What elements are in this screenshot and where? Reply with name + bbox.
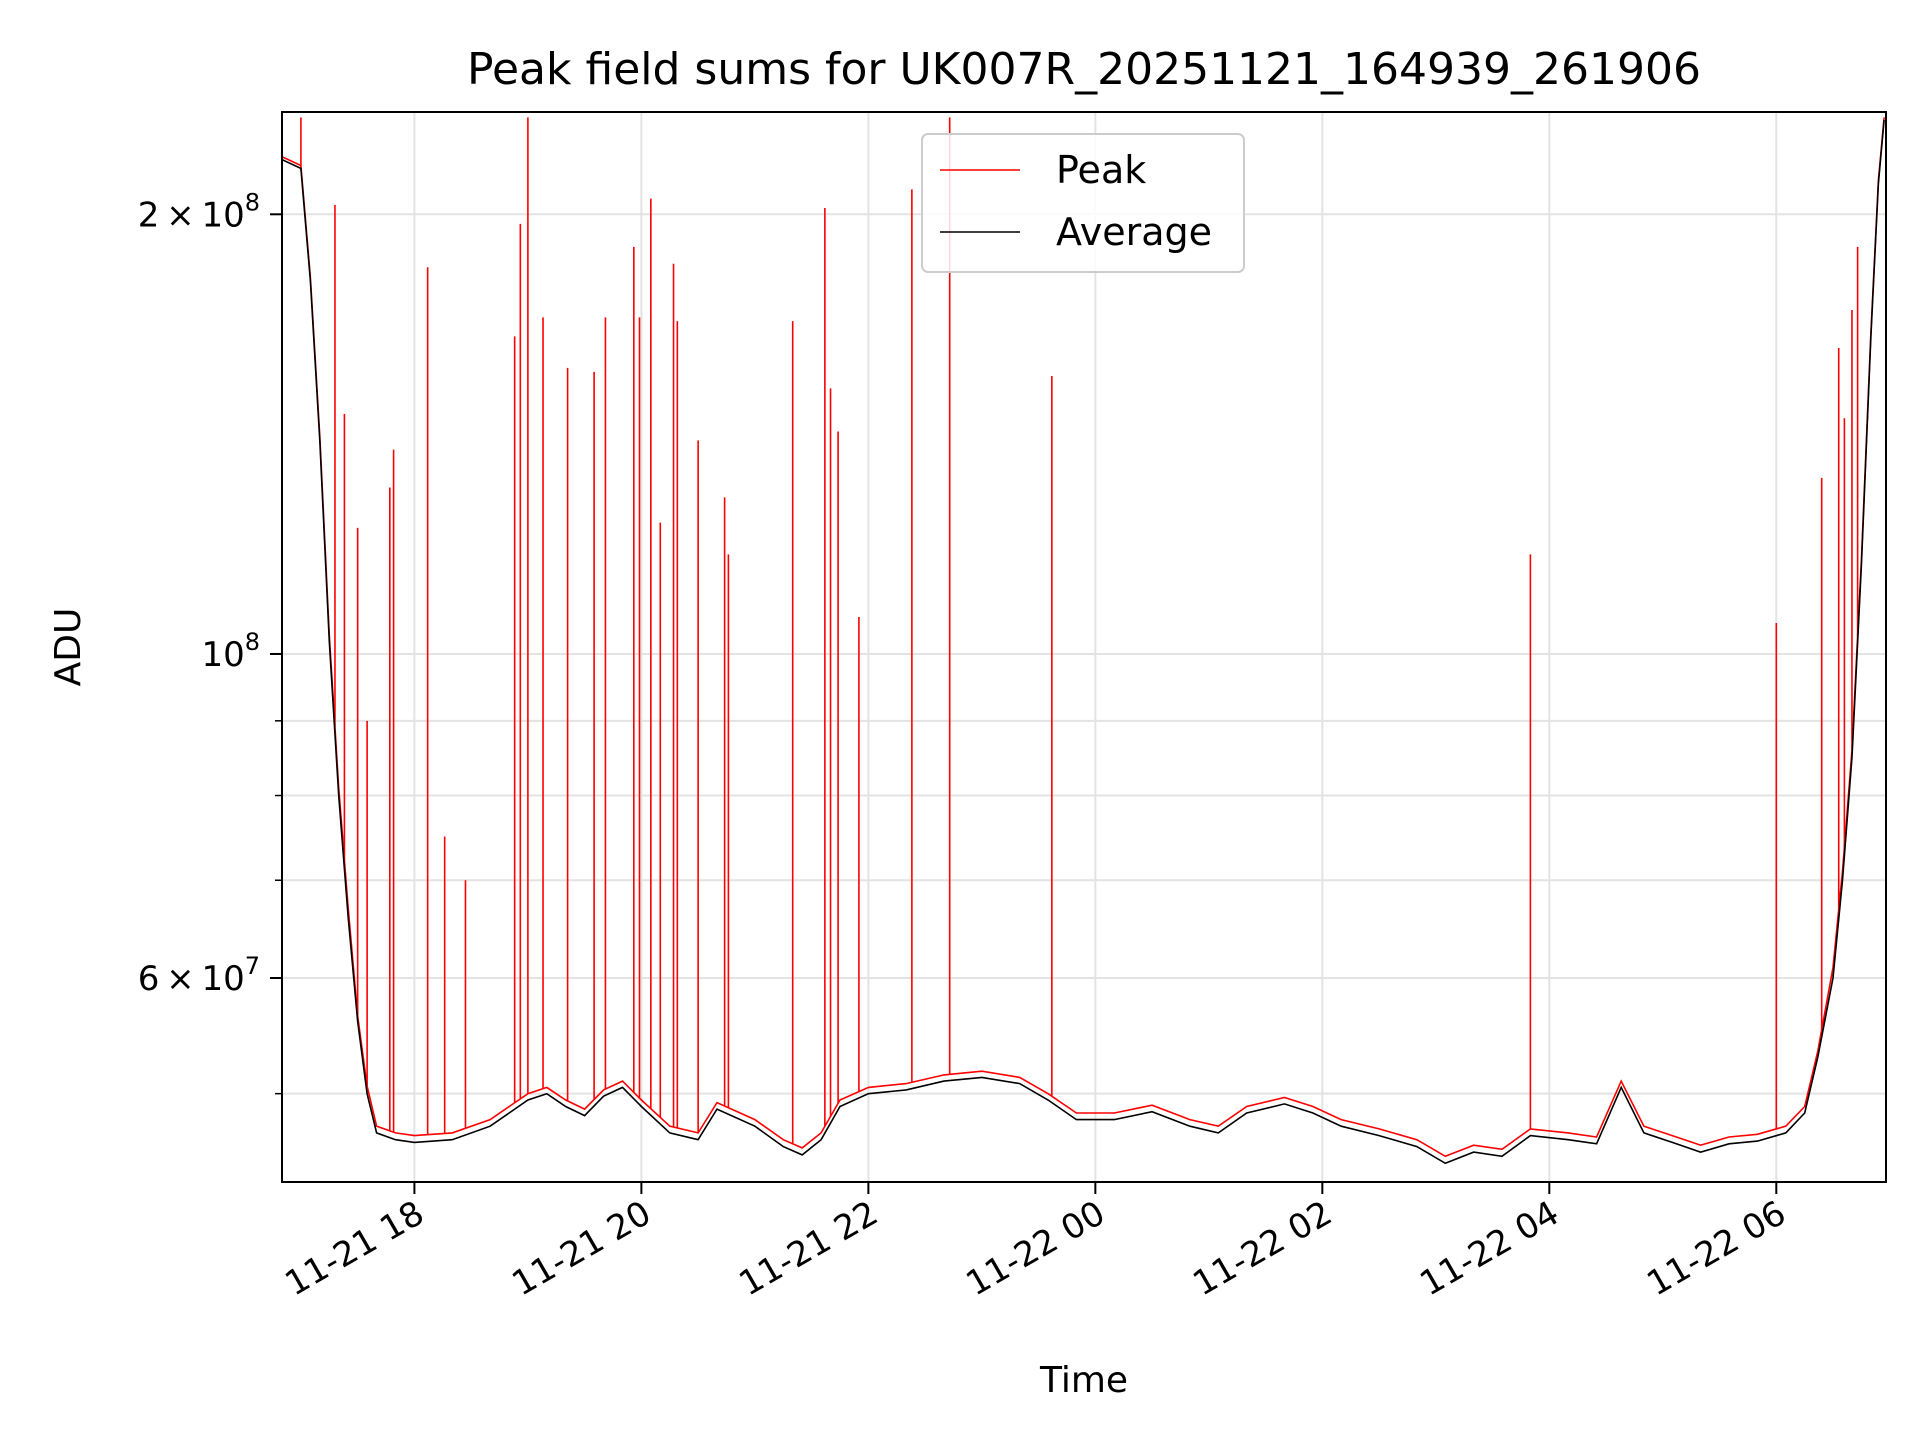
y-tick-label: 108 (201, 628, 260, 675)
y-tick-label: 2 × 108 (138, 188, 260, 235)
plot-frame (281, 111, 1887, 1183)
legend-label-peak: Peak (1056, 148, 1146, 192)
x-axis-label: Time (1039, 1360, 1128, 1401)
legend: Peak Average (921, 133, 1245, 273)
y-tick-label: 6 × 107 (138, 952, 260, 999)
series-line-peak (282, 117, 1885, 1158)
plot-lines (282, 117, 1885, 1165)
grid (282, 112, 1886, 1182)
series-line-average (282, 120, 1885, 1165)
legend-box (921, 133, 1245, 273)
chart-title: Peak field sums for UK007R_20251121_1649… (467, 44, 1701, 95)
legend-label-average: Average (1056, 210, 1212, 254)
y-axis-label: ADU (48, 608, 89, 687)
